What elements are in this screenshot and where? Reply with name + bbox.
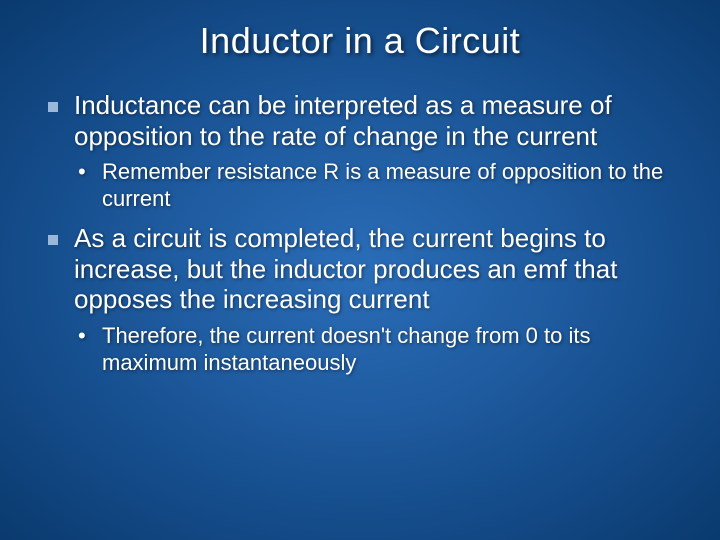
slide-title: Inductor in a Circuit	[40, 20, 680, 62]
sub-bullet-item: Remember resistance R is a measure of op…	[40, 159, 680, 213]
sub-bullet-item: Therefore, the current doesn't change fr…	[40, 323, 680, 377]
bullet-list: Inductance can be interpreted as a measu…	[40, 90, 680, 377]
sub-bullet-list: Therefore, the current doesn't change fr…	[40, 323, 680, 377]
bullet-item: As a circuit is completed, the current b…	[40, 223, 680, 315]
sub-bullet-list: Remember resistance R is a measure of op…	[40, 159, 680, 213]
bullet-item: Inductance can be interpreted as a measu…	[40, 90, 680, 151]
